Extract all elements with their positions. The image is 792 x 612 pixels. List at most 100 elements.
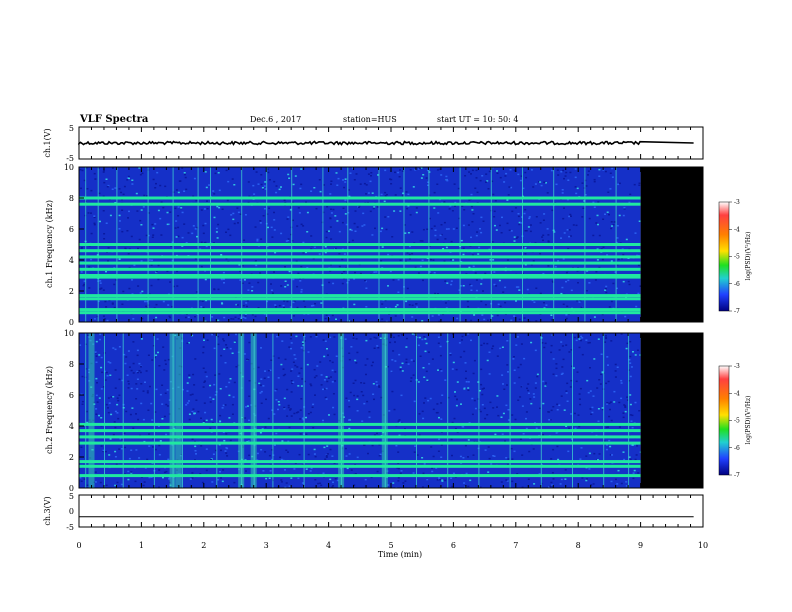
impulse-line [241,333,243,488]
noise-speck [254,226,257,228]
noise-speck [373,347,376,349]
noise-speck [535,287,538,289]
noise-speck [149,385,151,388]
noise-speck [233,222,236,225]
noise-speck [475,177,478,179]
noise-speck [98,397,101,399]
noise-speck [359,272,362,275]
noise-speck [119,438,122,440]
noise-speck [280,458,283,461]
noise-speck [159,393,162,396]
noise-speck [327,354,329,356]
noise-speck [542,272,545,275]
noise-speck [306,363,309,366]
noise-speck [626,399,629,401]
noise-speck [170,245,173,247]
noise-speck [506,463,509,466]
noise-speck [297,411,300,413]
noise-speck [210,418,213,421]
noise-speck [549,419,552,421]
noise-speck [205,186,208,189]
noise-speck [622,416,625,419]
noise-speck [521,405,524,407]
noise-speck [302,344,305,346]
noise-speck [314,394,316,396]
noise-speck [482,290,484,292]
noise-speck [206,339,209,341]
noise-speck [569,386,572,388]
noise-speck [529,398,532,400]
noise-speck [601,313,604,316]
noise-speck [581,216,584,218]
noise-speck [542,402,545,405]
noise-speck [628,201,631,204]
noise-speck [191,411,194,413]
noise-speck [428,245,431,248]
noise-speck [214,374,217,376]
noise-speck [79,344,82,346]
noise-speck [166,270,169,272]
noise-speck [455,404,458,407]
noise-speck [177,226,180,229]
noise-speck [426,379,429,381]
noise-speck [556,445,559,448]
noise-speck [203,381,206,383]
noise-speck [328,281,331,284]
noise-speck [211,422,214,424]
noise-speck [493,210,496,213]
noise-speck [511,458,514,460]
noise-speck [597,338,600,340]
noise-speck [603,440,606,442]
noise-speck [591,411,594,414]
noise-speck [464,175,467,177]
noise-speck [126,374,129,376]
noise-speck [80,271,83,273]
noise-speck [300,265,303,268]
noise-speck [602,246,605,248]
noise-speck [409,258,411,260]
start-time-label: start UT = 10: 50: 4 [437,115,518,124]
noise-speck [140,224,143,226]
spectrogram-ytick-label: 4 [69,422,74,431]
noise-speck [183,223,186,225]
noise-speck [600,353,603,355]
noise-speck [593,316,596,318]
noise-speck [105,306,108,308]
noise-speck [313,453,316,455]
noise-speck [564,469,567,471]
noise-speck [202,367,205,369]
noise-speck [212,333,215,335]
noise-speck [344,213,347,215]
noise-speck [557,174,560,176]
noise-speck [400,394,403,397]
noise-speck [489,259,492,261]
noise-speck [206,207,209,210]
noise-speck [287,451,289,453]
noise-speck [209,396,212,399]
noise-speck [263,185,266,187]
noise-speck [93,216,96,219]
noise-speck [263,377,266,379]
noise-speck [518,318,521,321]
noise-speck [487,188,490,190]
noise-speck [331,369,334,372]
noise-speck [623,404,626,406]
noise-speck [100,445,103,447]
noise-speck [511,210,514,213]
noise-speck [94,178,97,180]
noise-speck [384,169,387,172]
noise-speck [330,212,333,214]
noise-speck [588,452,591,455]
noise-speck [446,179,449,182]
noise-speck [177,191,180,194]
noise-speck [99,282,102,284]
noise-speck [282,374,285,377]
noise-speck [83,478,86,480]
noise-speck [143,194,146,197]
noise-speck [105,371,108,374]
noise-speck [290,415,293,417]
noise-speck [230,214,233,216]
noise-speck [527,392,530,394]
noise-speck [225,258,228,260]
noise-speck [350,346,353,348]
